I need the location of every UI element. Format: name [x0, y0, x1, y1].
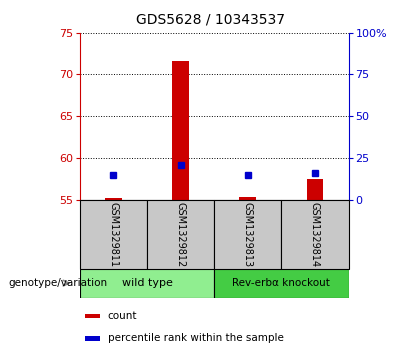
- Bar: [281, 200, 349, 269]
- Bar: [85, 336, 100, 341]
- Bar: [147, 200, 214, 269]
- Bar: [307, 179, 323, 200]
- Text: GSM1329811: GSM1329811: [108, 201, 118, 267]
- Bar: [85, 314, 100, 318]
- Text: wild type: wild type: [121, 278, 173, 288]
- Text: GSM1329814: GSM1329814: [310, 201, 320, 267]
- Text: percentile rank within the sample: percentile rank within the sample: [108, 334, 284, 343]
- Bar: [214, 269, 349, 298]
- Bar: [80, 269, 214, 298]
- Bar: [239, 197, 256, 200]
- Text: GSM1329813: GSM1329813: [243, 201, 253, 267]
- Bar: [214, 200, 281, 269]
- Bar: [172, 61, 189, 200]
- Bar: [80, 200, 147, 269]
- Text: genotype/variation: genotype/variation: [8, 278, 108, 288]
- Text: count: count: [108, 311, 137, 321]
- Text: Rev-erbα knockout: Rev-erbα knockout: [232, 278, 331, 288]
- Text: GSM1329812: GSM1329812: [176, 201, 186, 267]
- Text: GDS5628 / 10343537: GDS5628 / 10343537: [136, 13, 284, 27]
- Bar: [105, 198, 122, 200]
